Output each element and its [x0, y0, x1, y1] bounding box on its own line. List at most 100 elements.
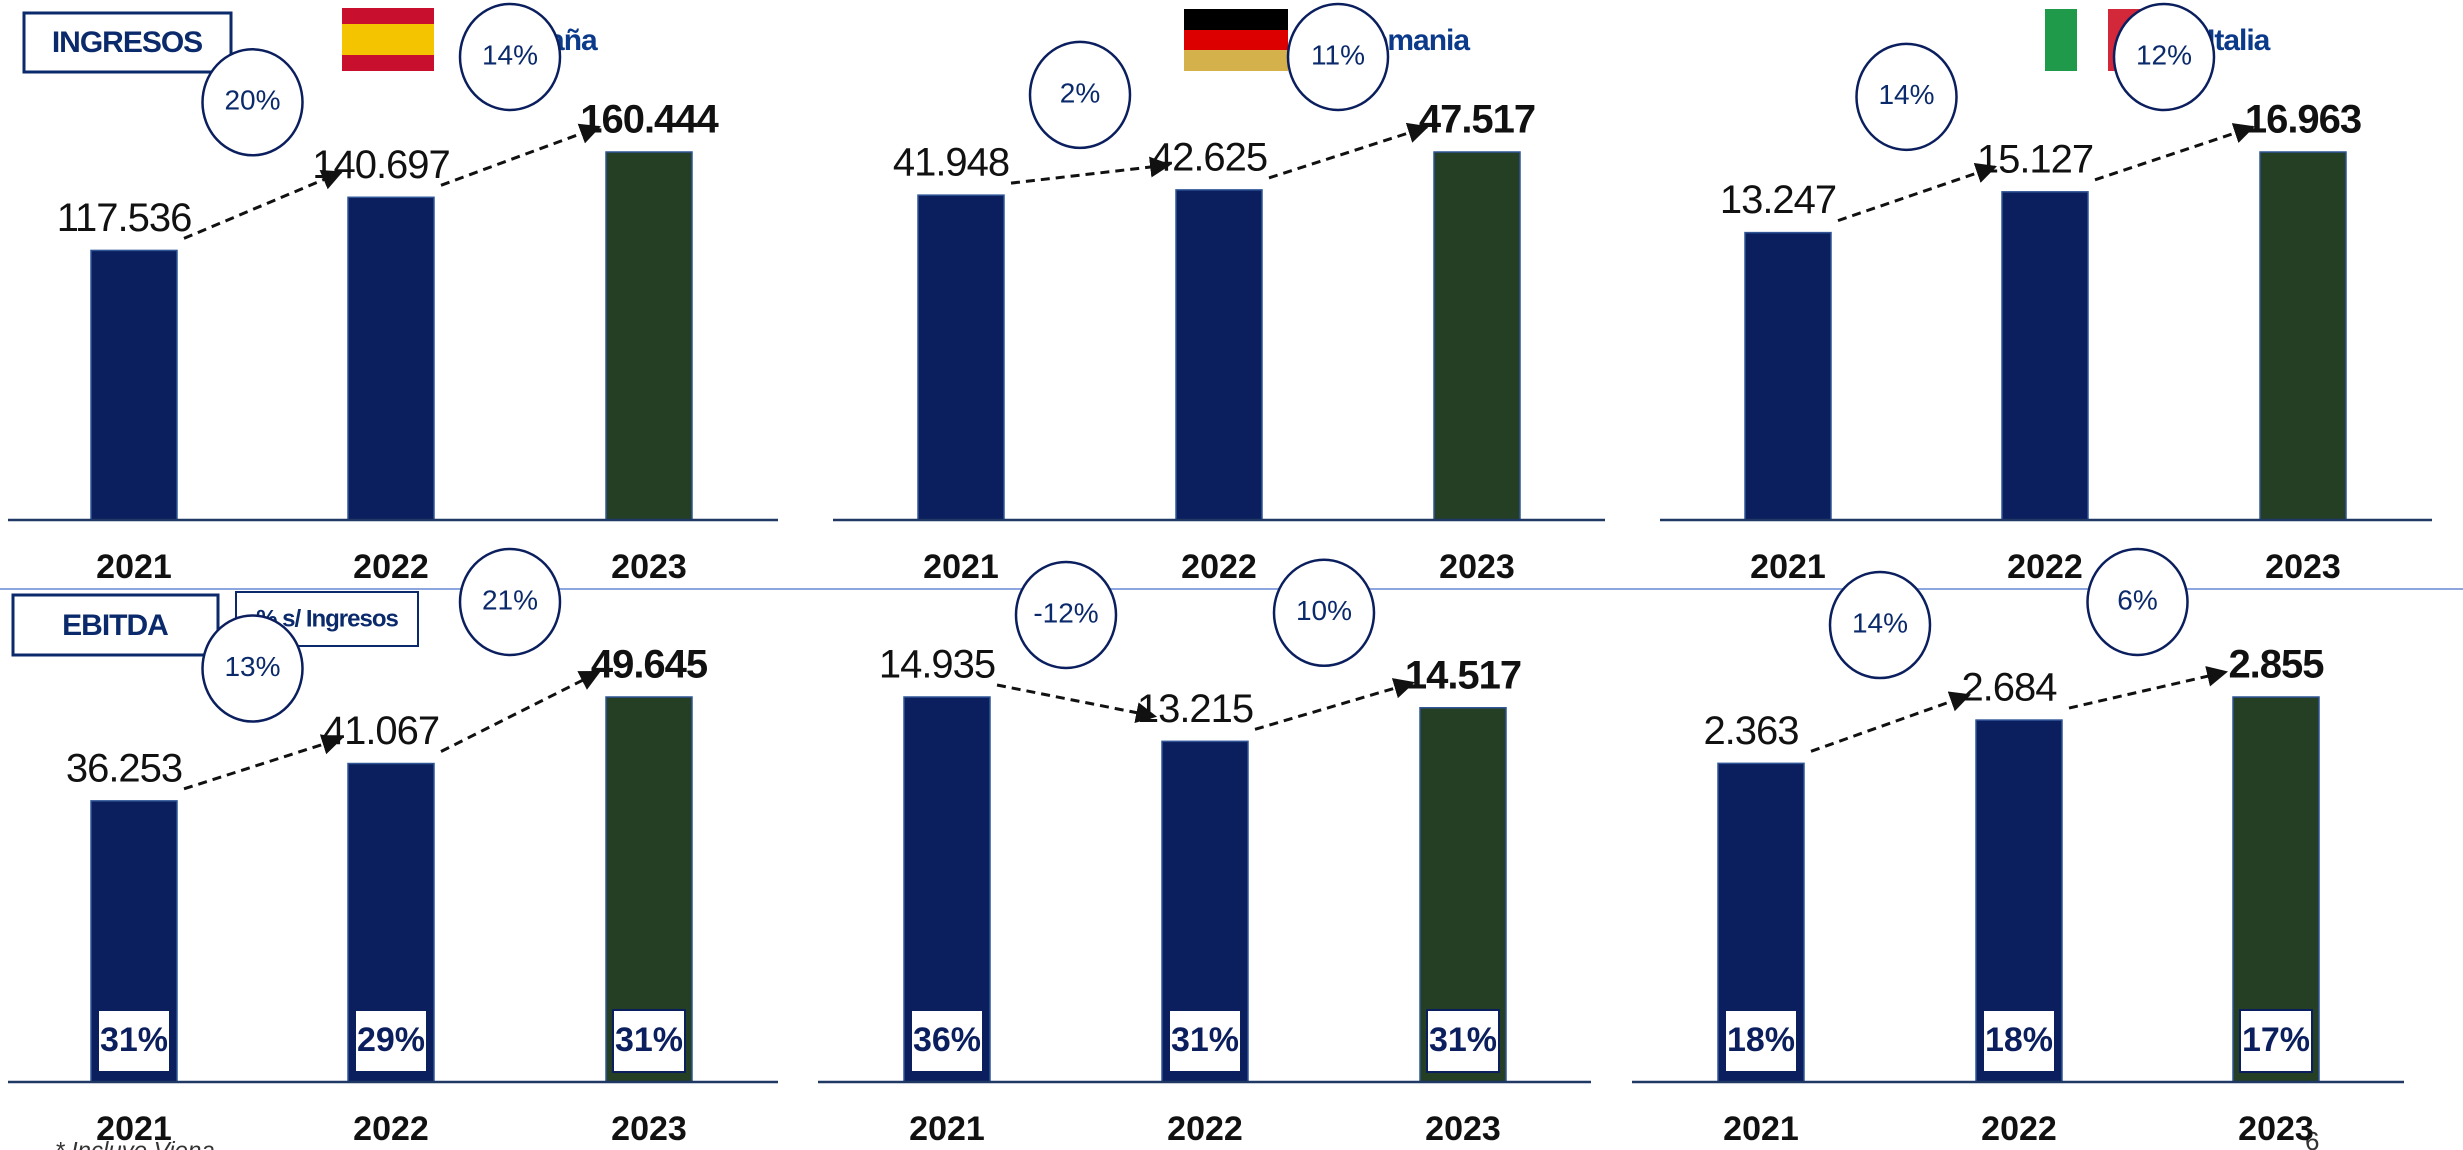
growth-label: 20%	[224, 85, 280, 116]
bar	[2259, 151, 2347, 521]
growth-arrow	[1254, 678, 1416, 731]
flag-spain	[342, 8, 434, 71]
growth-circle	[2112, 2, 2216, 112]
value-label: 14.935	[879, 643, 995, 687]
bar	[347, 196, 435, 521]
x-tick-label: 2021	[909, 1110, 985, 1148]
growth-label: 13%	[224, 651, 280, 682]
value-label: 2.363	[1703, 709, 1798, 753]
value-label: 2.684	[1961, 666, 2057, 710]
x-tick-label: 2021	[96, 1110, 172, 1148]
bar	[917, 194, 1005, 521]
value-label: 49.645	[591, 643, 708, 687]
growth-circle	[458, 547, 562, 657]
growth-circle	[1014, 560, 1118, 670]
margin-label: 36%	[913, 1021, 981, 1059]
footnote: * Incluye Viena	[55, 1137, 215, 1150]
value-label: 13.215	[1137, 687, 1253, 731]
x-tick-label: 2021	[1750, 548, 1826, 586]
value-label: 41.948	[893, 141, 1009, 185]
growth-label: 2%	[1060, 77, 1100, 108]
value-label: 16.963	[2245, 98, 2361, 142]
bar	[1433, 151, 1521, 521]
margin-label: 18%	[1727, 1021, 1795, 1059]
x-tick-label: 2023	[611, 1110, 687, 1148]
growth-circle	[2086, 547, 2189, 657]
growth-arrow	[183, 169, 343, 240]
growth-circle	[1855, 42, 1958, 152]
section-label: INGRESOS	[52, 26, 202, 59]
section-box	[11, 593, 220, 657]
margin-box	[910, 1009, 984, 1073]
x-tick-label: 2023	[2238, 1110, 2314, 1148]
x-tick-label: 2023	[2265, 548, 2341, 586]
margin-box	[97, 1009, 171, 1073]
margin-label: 17%	[2242, 1021, 2310, 1059]
growth-arrow	[440, 123, 601, 187]
value-label: 117.536	[57, 196, 192, 240]
x-tick-label: 2023	[611, 548, 687, 586]
growth-arrow	[2068, 665, 2229, 710]
margin-box	[1168, 1009, 1242, 1073]
x-tick-label: 2022	[2007, 548, 2083, 586]
section-label: EBITDA	[62, 609, 168, 642]
margin-label: 31%	[1171, 1021, 1239, 1059]
bar	[2001, 191, 2089, 521]
x-tick-label: 2021	[923, 548, 999, 586]
growth-circle	[201, 48, 304, 157]
value-label: 2.855	[2228, 643, 2324, 687]
x-tick-label: 2022	[353, 548, 429, 586]
growth-arrow	[1010, 156, 1172, 185]
value-label: 13.247	[1720, 178, 1836, 222]
growth-arrow	[2094, 123, 2255, 182]
value-label: 41.067	[323, 709, 439, 753]
growth-circle	[201, 614, 304, 723]
margin-box	[1426, 1009, 1500, 1073]
country-name: Italia	[2207, 24, 2271, 57]
x-tick-label: 2022	[1981, 1110, 2057, 1148]
growth-label: 14%	[1878, 79, 1934, 110]
bar	[1744, 231, 1832, 521]
value-label: 140.697	[312, 143, 450, 187]
value-label: 160.444	[580, 98, 719, 142]
value-label: 15.127	[1977, 137, 2093, 181]
growth-label: 21%	[482, 584, 538, 615]
x-tick-label: 2022	[1181, 548, 1257, 586]
growth-label: 10%	[1296, 595, 1352, 626]
x-tick-label: 2021	[1723, 1110, 1799, 1148]
margin-box	[354, 1009, 428, 1073]
growth-circle	[1028, 40, 1132, 150]
margin-box	[1724, 1009, 1798, 1073]
growth-label: 14%	[482, 39, 538, 70]
x-tick-label: 2023	[1439, 548, 1515, 586]
bar	[1175, 189, 1263, 521]
growth-circle	[1828, 570, 1932, 680]
growth-circle	[1286, 2, 1390, 112]
growth-arrow	[996, 683, 1158, 723]
growth-label: 6%	[2117, 584, 2157, 615]
growth-arrow	[183, 734, 343, 791]
growth-arrow	[1810, 691, 1971, 753]
value-label: 47.517	[1419, 98, 1535, 142]
growth-arrow	[1268, 122, 1429, 180]
growth-label: 14%	[1852, 607, 1908, 638]
growth-arrow	[440, 670, 601, 753]
margin-label: 31%	[100, 1021, 168, 1059]
value-label: 42.625	[1151, 135, 1267, 179]
margin-label: 31%	[615, 1021, 683, 1059]
growth-label: -12%	[1033, 597, 1098, 628]
bar	[90, 249, 178, 521]
growth-circle	[1272, 558, 1376, 668]
margin-box	[612, 1009, 686, 1073]
margin-label: 18%	[1985, 1021, 2053, 1059]
margin-box	[2239, 1009, 2313, 1073]
bar	[605, 151, 693, 521]
page-number: 6	[2305, 1126, 2319, 1150]
x-tick-label: 2023	[1425, 1110, 1501, 1148]
x-tick-label: 2022	[1167, 1110, 1243, 1148]
section-box	[22, 11, 233, 74]
growth-label: 12%	[2136, 39, 2192, 70]
value-label: 36.253	[66, 746, 182, 790]
